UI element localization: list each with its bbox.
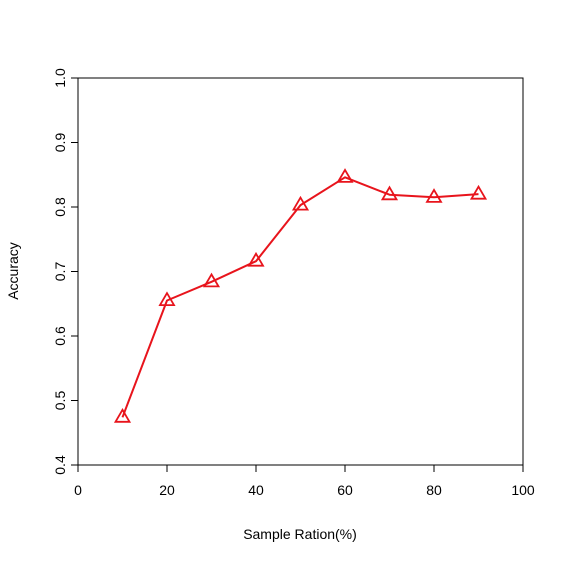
y-tick-label: 0.6	[52, 326, 68, 346]
series-layer	[113, 168, 488, 423]
x-tick-label: 60	[337, 482, 353, 498]
y-tick-label: 1.0	[52, 68, 68, 88]
data-point-marker	[336, 168, 354, 183]
data-point-marker	[113, 408, 132, 423]
x-tick-label: 20	[159, 482, 175, 498]
y-tick-label: 0.9	[52, 133, 68, 153]
x-axis-title: Sample Ration(%)	[243, 526, 357, 542]
data-point-marker	[158, 291, 176, 307]
data-point-marker	[202, 272, 221, 288]
y-tick-label: 0.8	[52, 197, 68, 217]
data-point-marker	[247, 251, 265, 267]
data-point-marker	[291, 195, 310, 211]
data-point-marker	[469, 184, 488, 200]
series-line	[121, 176, 479, 418]
x-axis: 0 20 40 60 80 100	[74, 464, 535, 498]
y-tick-label: 0.7	[52, 262, 68, 282]
data-point-marker	[425, 188, 443, 203]
y-tick-label: 0.5	[52, 391, 68, 411]
x-tick-label: 80	[426, 482, 442, 498]
x-tick-label: 100	[511, 482, 535, 498]
plot-frame	[77, 77, 524, 466]
y-axis: 0.4 0.5 0.6 0.7 0.8 0.9 1.0	[52, 68, 79, 475]
x-tick-label: 40	[248, 482, 264, 498]
data-point-marker	[380, 185, 399, 201]
y-axis-title: Accuracy	[5, 242, 21, 300]
y-tick-label: 0.4	[52, 455, 68, 475]
x-tick-label: 0	[74, 482, 82, 498]
